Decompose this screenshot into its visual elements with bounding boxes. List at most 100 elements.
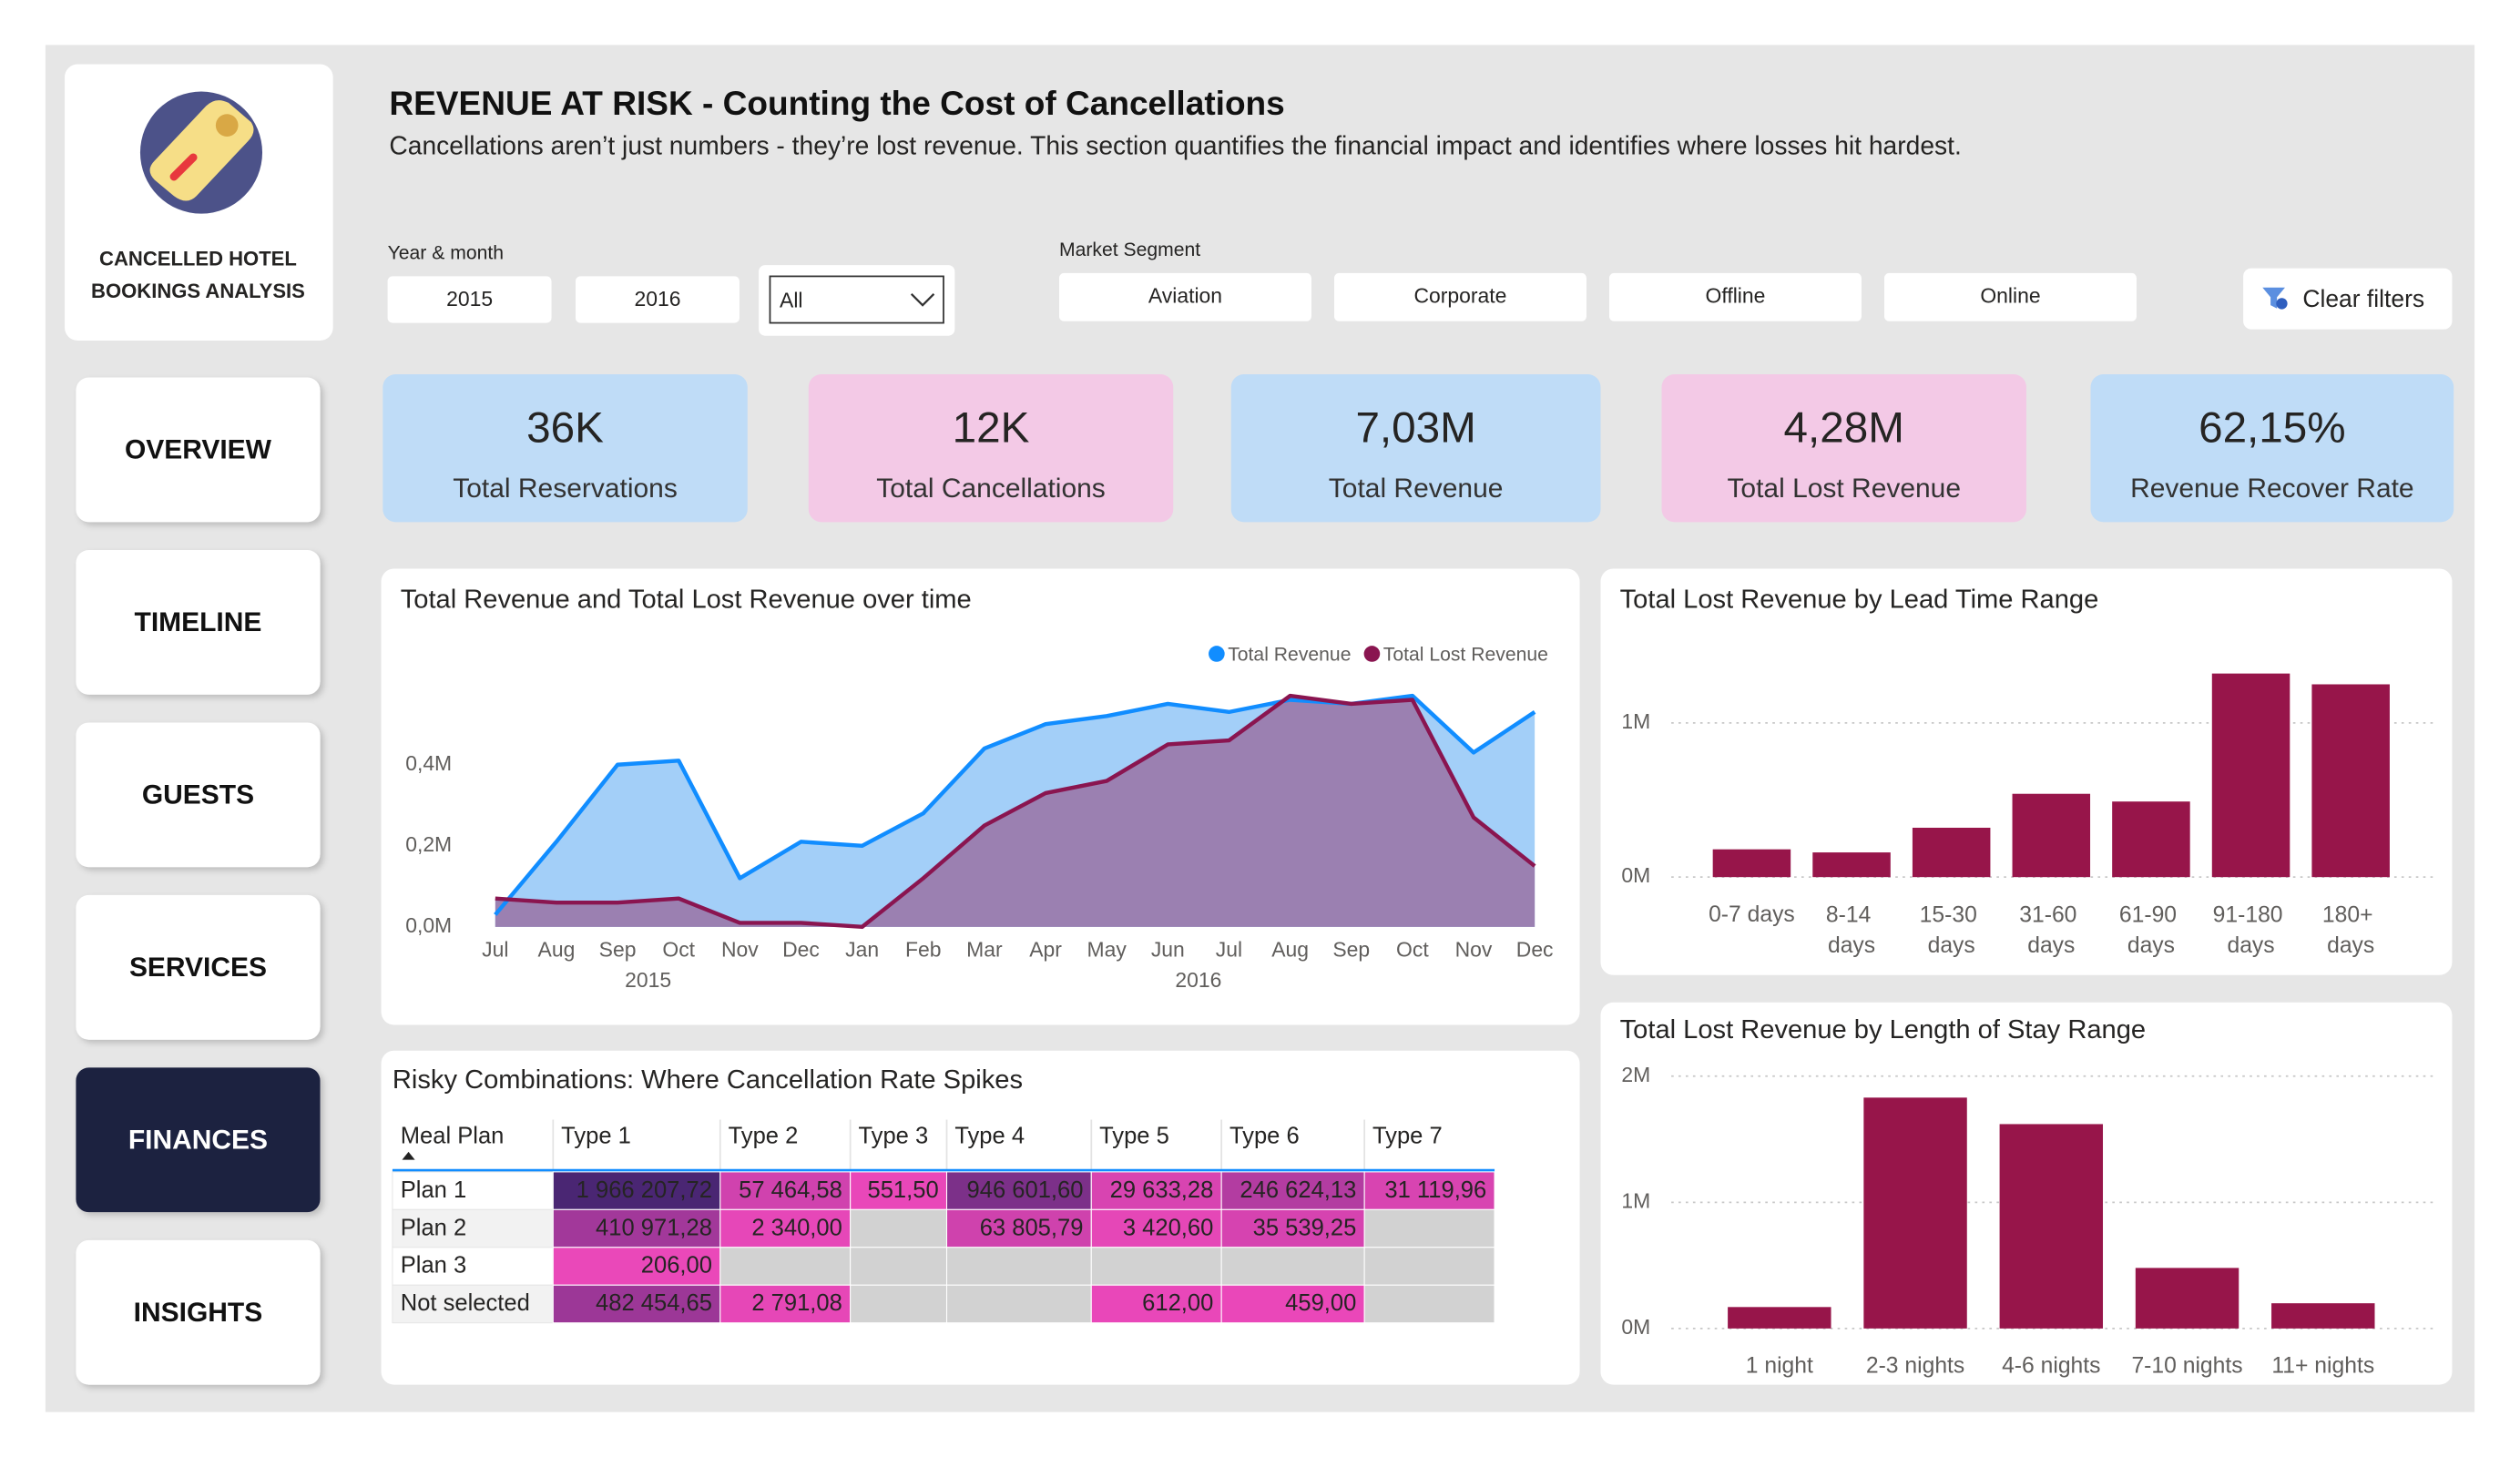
row-header-cell [392,1284,554,1324]
kpi-label: Total Revenue [1329,474,1504,504]
x-tick-label: 0-7 days [1709,902,1795,927]
nav-button[interactable] [76,1239,321,1385]
heat-cell [719,1171,852,1210]
row-label: Plan 2 [401,1215,466,1240]
x-tick-label: Jul [1216,937,1242,961]
x-tick-label: 4-6 nights [2002,1354,2100,1379]
chart-title: Total Lost Revenue by Lead Time Range [1620,585,2099,614]
nav-button[interactable] [76,550,321,695]
x-tick-label: Oct [662,937,695,961]
filter-button[interactable] [1333,272,1586,321]
kpi-value: 62,15% [2199,403,2345,452]
legend-marker [1363,646,1381,662]
empty-cell [1090,1247,1222,1286]
y-tick-label: 0,4M [405,751,452,775]
heat-cell [1220,1284,1365,1324]
page-title: REVENUE AT RISK - Counting the Cost of C… [389,84,1284,122]
filter-button[interactable] [1884,272,2137,321]
y-tick-label: 1M [1621,709,1650,733]
x-tick-label: Nov [721,937,759,961]
empty-cell [1363,1284,1495,1324]
x-tick-label: 91-180 days [2213,902,2290,958]
column-header: Type 1 [561,1124,631,1149]
heat-cell [1090,1208,1222,1248]
x-tick-label: 61-90 days [2119,902,2183,958]
clear-filters-button[interactable] [2243,268,2453,330]
cell-value: 551,50 [868,1177,939,1203]
kpi-card [383,374,748,523]
nav-label: OVERVIEW [125,435,272,465]
filter-button[interactable] [1058,272,1311,321]
logo-icon [215,114,239,137]
filter-button-label: 2015 [446,287,493,311]
cell-value: 459,00 [1285,1290,1356,1316]
cell-value: 63 805,79 [980,1215,1084,1240]
cell-value: 410 971,28 [596,1215,712,1240]
clear-filters-label: Clear filters [2302,285,2424,312]
x-tick-label: 8-14 days [1826,902,1877,958]
legend-label: Total Lost Revenue [1383,644,1548,665]
heat-cell [1220,1171,1365,1210]
bar [2271,1303,2375,1329]
kpi-label: Total Reservations [453,474,678,504]
heat-cell [850,1171,948,1210]
x-tick-label: Jan [845,937,879,961]
filter-icon [2262,287,2285,309]
legend-marker [1209,646,1225,662]
heat-cell [552,1247,721,1286]
x-tick-label: Sep [1332,937,1370,961]
table-title: Risky Combinations: Where Cancellation R… [393,1065,1023,1095]
nav-button[interactable] [76,894,321,1040]
x-tick-label: 1 night [1746,1354,1813,1379]
x-tick-label: 31-60 days [2019,902,2083,958]
kpi-value: 7,03M [1355,403,1475,452]
cell-value: 3 420,60 [1123,1215,1214,1240]
kpi-label: Total Lost Revenue [1727,474,1961,504]
bar [2112,801,2190,878]
filter-button[interactable] [1609,272,1862,321]
x-tick-label: Apr [1029,937,1062,961]
column-header: Type 6 [1229,1124,1300,1149]
x-tick-label: Jul [482,937,508,961]
cell-value: 946 601,60 [967,1177,1084,1203]
empty-cell [945,1247,1092,1286]
chart-title: Total Lost Revenue by Length of Stay Ran… [1620,1015,2146,1044]
column-header: Type 5 [1099,1124,1169,1149]
x-tick-label: Dec [782,937,820,961]
kpi-label: Revenue Recover Rate [2130,474,2414,504]
filter-button-label: Aviation [1148,283,1222,307]
bar [2012,793,2091,878]
bar [2135,1268,2239,1329]
cell-value: 2 791,08 [751,1290,842,1316]
cell-value: 2 340,00 [751,1215,842,1240]
kpi-card [1661,374,2026,523]
filter-button-label: 2016 [634,287,680,311]
nav-label: INSIGHTS [134,1298,263,1328]
nav-button[interactable] [76,722,321,868]
nav-button[interactable] [76,377,321,523]
heat-cell [719,1284,852,1324]
chart-title: Total Revenue and Total Lost Revenue ove… [401,585,972,614]
bar [2311,684,2390,878]
dropdown-value: All [780,289,802,312]
bar [1999,1124,2104,1329]
legend-label: Total Revenue [1228,644,1351,665]
empty-cell [719,1247,852,1286]
empty-cell [1363,1208,1495,1248]
nav-button[interactable] [76,1067,321,1213]
heat-cell [945,1171,1092,1210]
x-tick-label: 180+ days [2322,902,2379,958]
dropdown[interactable] [769,275,944,324]
filter-button-label: Corporate [1414,283,1507,307]
filter-button[interactable] [387,276,552,323]
y-tick-label: 0M [1621,1315,1650,1339]
cell-value: 35 539,25 [1253,1215,1357,1240]
cell-value: 57 464,58 [739,1177,842,1203]
filter-button[interactable] [576,276,740,323]
row-label: Not selected [401,1290,530,1316]
column-header: Type 2 [729,1124,799,1149]
empty-cell [945,1284,1092,1324]
cell-value: 29 633,28 [1110,1177,1214,1203]
kpi-value: 36K [526,403,604,452]
page-subtitle: Cancellations aren’t just numbers - they… [389,131,1961,160]
